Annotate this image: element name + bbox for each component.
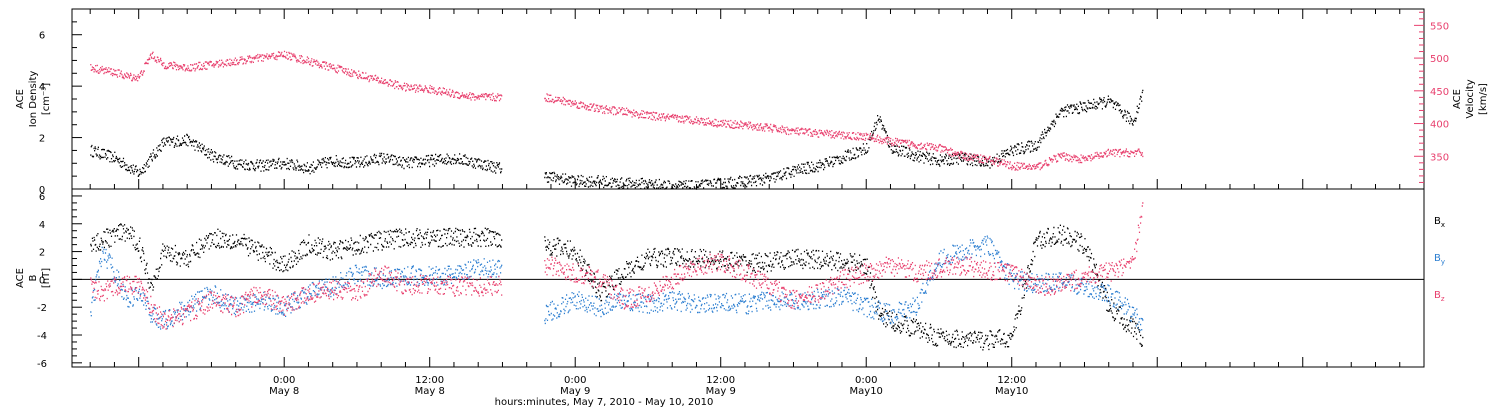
density-tick-label: 0	[39, 185, 45, 196]
x-tick-date: May10	[995, 386, 1028, 397]
density-ylabel-line1: ACE	[15, 89, 26, 109]
velocity-tick-label: 350	[1430, 152, 1449, 163]
top-panel-frame	[71, 8, 1425, 190]
bottom-panel-frame	[71, 188, 1425, 368]
series-bz-points	[90, 202, 1144, 330]
series-velocity	[90, 50, 1144, 171]
bfield-tick-label: -6	[37, 359, 47, 370]
series-by	[90, 235, 1144, 331]
x-tick-time: 12:00	[415, 375, 444, 386]
series-density	[90, 89, 1144, 190]
density-tick-label: 4	[39, 82, 45, 93]
x-tick-time: 0:00	[855, 375, 877, 386]
bfield-tick-label: 6	[39, 192, 45, 203]
series-velocity-points	[90, 50, 1144, 171]
b-field-axis: -6 -4 -2 0 2 4 6	[37, 192, 82, 370]
x-tick-time: 12:00	[706, 375, 735, 386]
top-panel-series	[90, 50, 1144, 190]
legend-by: By	[1434, 253, 1445, 266]
bfield-tick-label: 4	[39, 220, 45, 231]
series-bx-points	[90, 223, 1144, 351]
bfield-tick-label: 0	[39, 275, 45, 286]
velocity-ylabel-line3: [km/s]	[1478, 83, 1489, 115]
x-tick-date: May 9	[706, 386, 736, 397]
bfield-tick-label: 2	[39, 248, 45, 259]
series-bz	[90, 202, 1144, 330]
ion-density-velocity-panel: 0 2 4 6 350 400 450 500 550 ACE Ion Density [cm…	[15, 8, 1489, 196]
x-tick-date: May10	[850, 386, 883, 397]
magnetic-field-panel: -6 -4 -2 0 2 4 6 ACE B [nT] Bx By Bz	[15, 188, 1445, 370]
series-by-points	[90, 235, 1144, 331]
x-tick-date: May 9	[560, 386, 590, 397]
bfield-ylabel-line1: ACE	[15, 268, 26, 288]
density-ylabel-line2: Ion Density	[28, 71, 39, 128]
density-tick-label: 2	[39, 134, 45, 145]
bfield-tick-label: -4	[37, 331, 47, 342]
bottom-panel-x-ticks	[89, 357, 1401, 367]
x-tick-time: 0:00	[273, 375, 295, 386]
bottom-panel-series	[90, 202, 1144, 351]
series-bx	[90, 223, 1144, 351]
x-tick-date: May 8	[269, 386, 299, 397]
velocity-tick-label: 550	[1430, 21, 1449, 32]
density-ylabel-line3: [cm⁻³]	[41, 83, 52, 115]
legend-bx: Bx	[1434, 216, 1445, 229]
velocity-tick-label: 400	[1430, 120, 1449, 131]
x-tick-date: May 8	[415, 386, 445, 397]
velocity-tick-label: 500	[1430, 54, 1449, 65]
velocity-ylabel-line1: ACE	[1452, 89, 1463, 109]
legend-bz: Bz	[1434, 290, 1445, 303]
x-axis-title: hours:minutes, May 7, 2010 - May 10, 201…	[495, 397, 714, 408]
density-axis: 0 2 4 6	[39, 8, 82, 196]
velocity-ylabel-line2: Velocity	[1465, 79, 1476, 118]
top-panel-x-ticks	[89, 9, 1401, 189]
bfield-ylabel-line3: [nT]	[41, 268, 52, 288]
velocity-tick-label: 450	[1430, 87, 1449, 98]
bfield-tick-label: -2	[37, 303, 47, 314]
x-tick-time: 12:00	[997, 375, 1026, 386]
bfield-ylabel-line2: B	[28, 274, 39, 281]
series-density-points	[90, 89, 1144, 190]
density-tick-label: 6	[39, 31, 45, 42]
x-tick-time: 0:00	[564, 375, 586, 386]
velocity-axis: 350 400 450 500 550	[1414, 11, 1449, 183]
